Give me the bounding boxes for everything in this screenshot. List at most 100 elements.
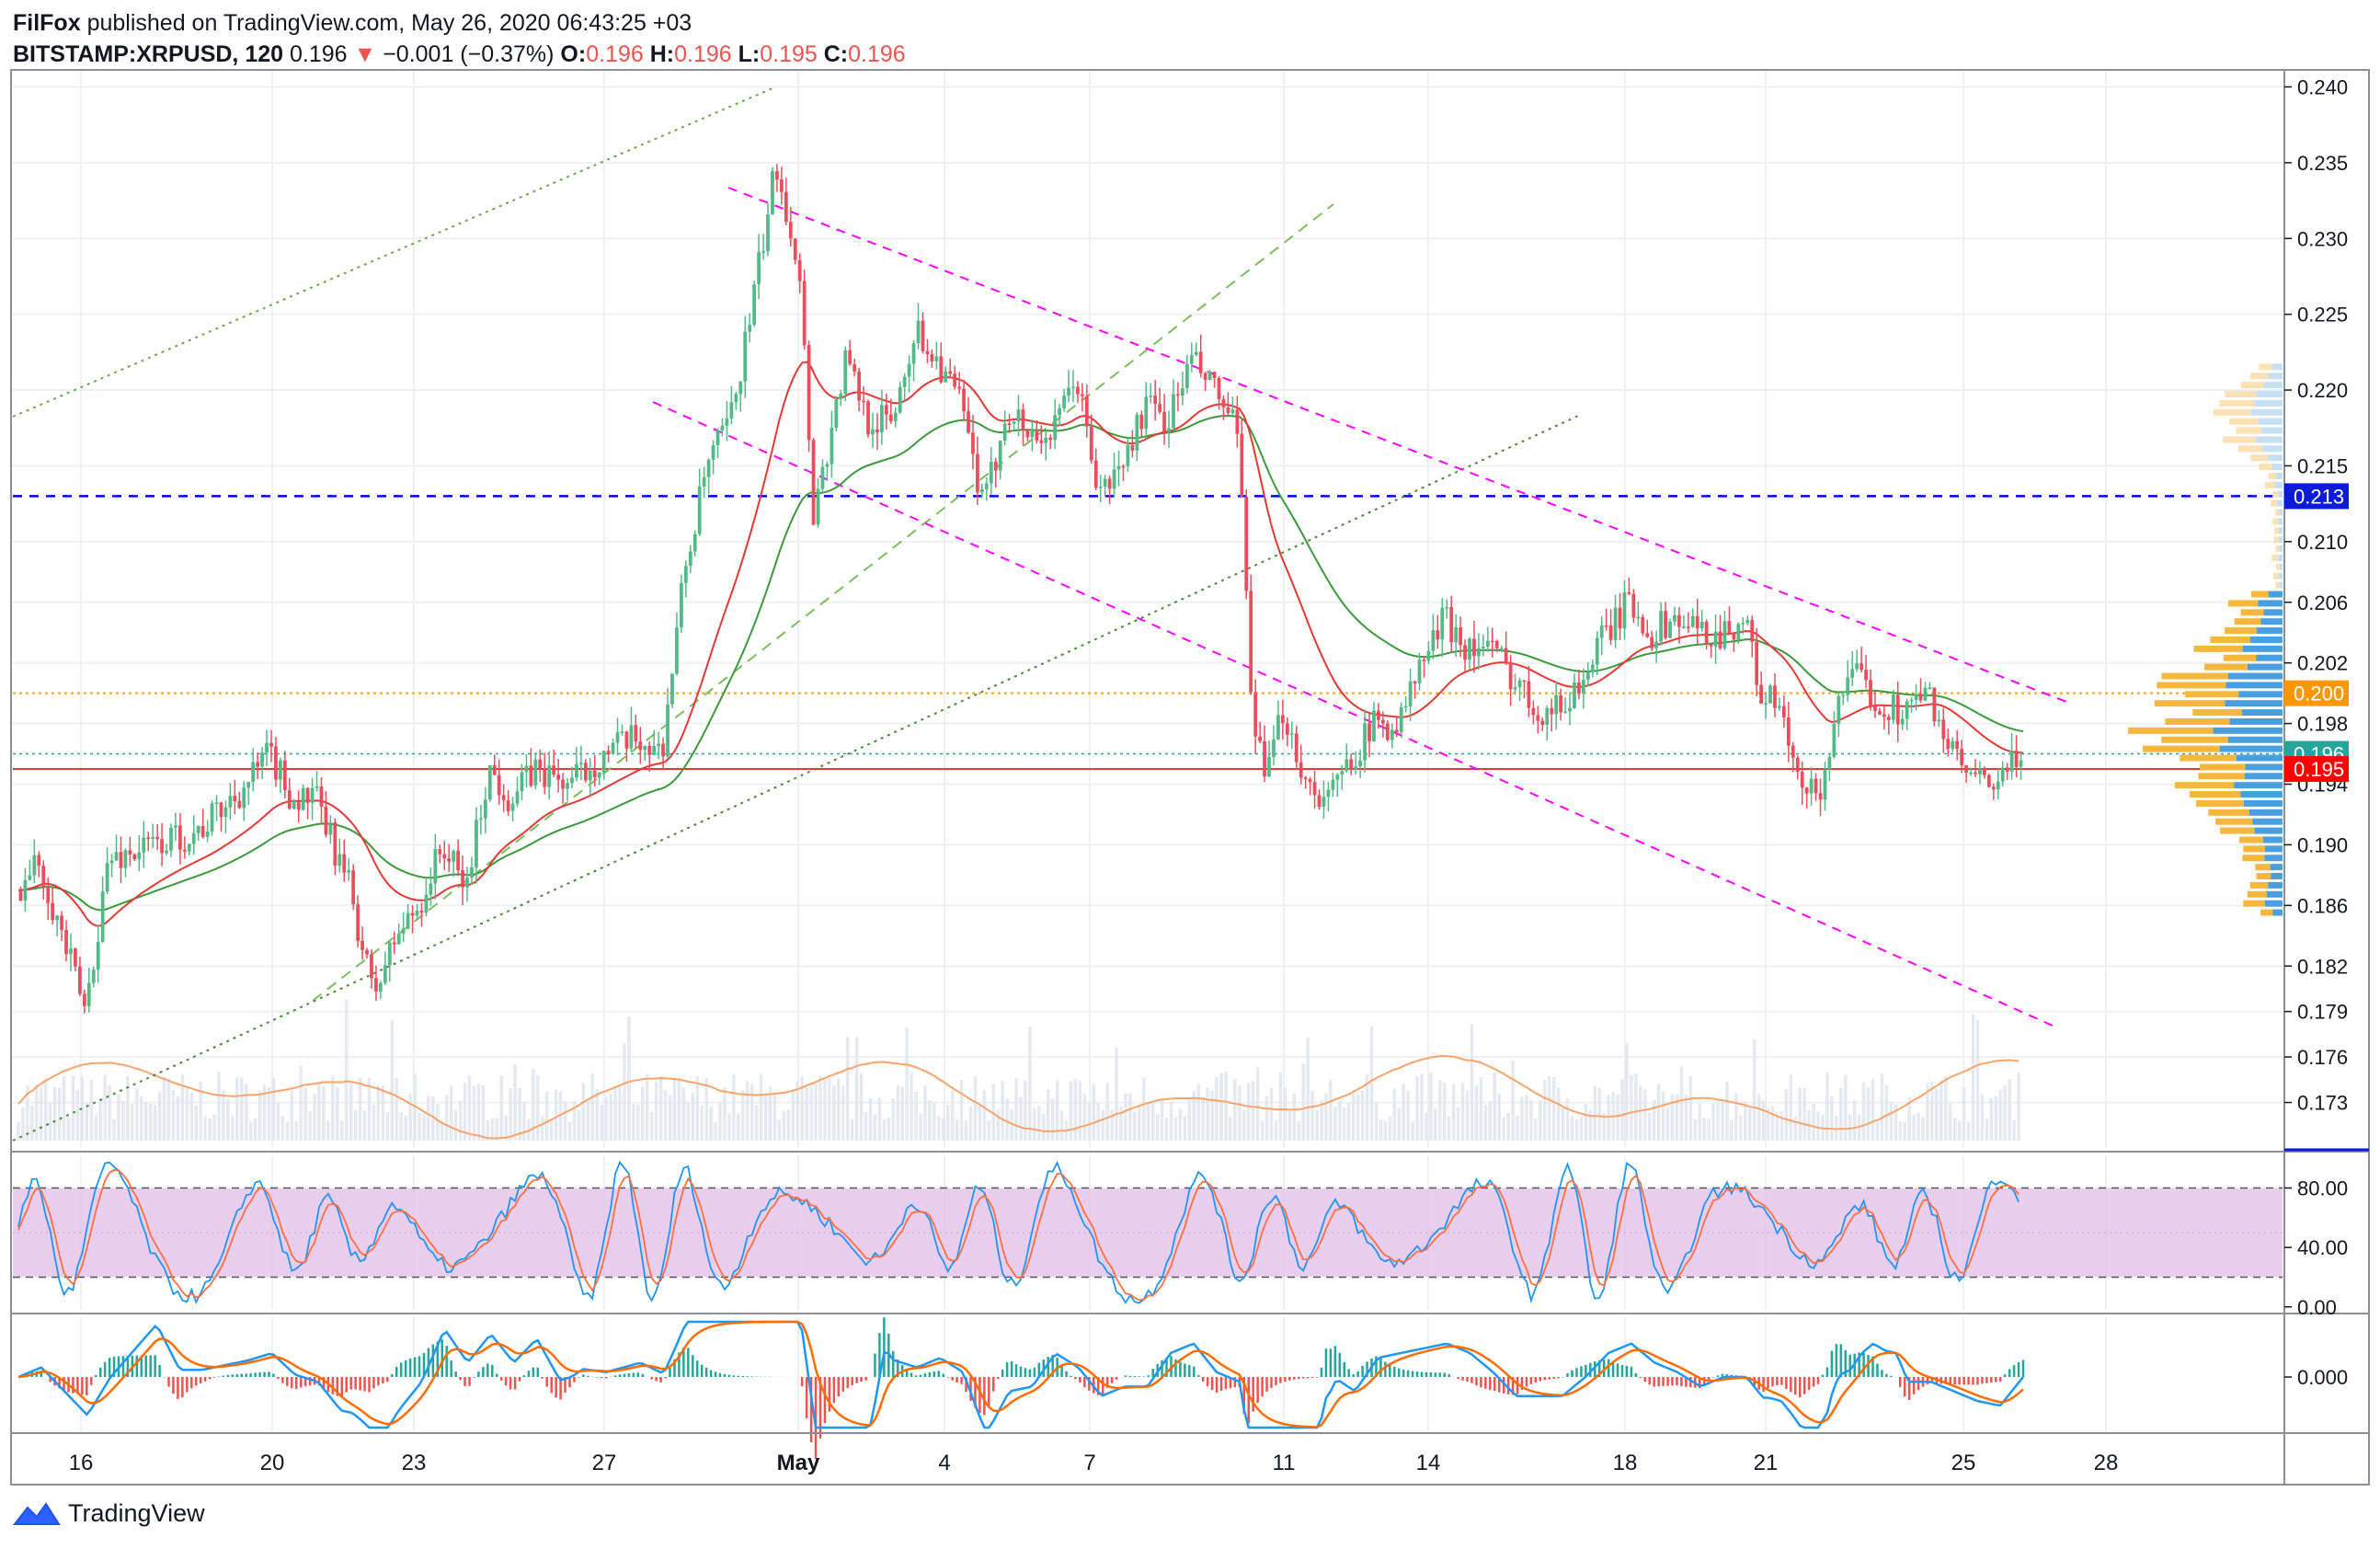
candle-body bbox=[1504, 648, 1508, 662]
profile-bar-down bbox=[2242, 709, 2283, 717]
candle-body bbox=[487, 765, 492, 800]
symbol-name[interactable]: BITSTAMP:XRPUSD, 120 bbox=[13, 41, 284, 67]
volume-bar bbox=[754, 1105, 759, 1141]
volume-bar bbox=[226, 1098, 230, 1141]
volume-bar bbox=[1420, 1073, 1424, 1141]
profile-bar-up bbox=[2259, 363, 2272, 371]
price-label: 0.195 bbox=[2294, 758, 2344, 781]
volume-bar bbox=[1584, 1104, 1588, 1141]
candle-body bbox=[1459, 627, 1462, 646]
time-axis[interactable]: 16 20 23 27 May 4 7 11 14 18 21 25 28 bbox=[69, 1451, 2119, 1475]
profile-bar-down bbox=[2258, 600, 2283, 607]
candle-body bbox=[1550, 707, 1554, 715]
macd-line bbox=[17, 1320, 2024, 1429]
volume-bar bbox=[57, 1087, 62, 1141]
candle-body bbox=[1814, 778, 1818, 794]
published-info: published on TradingView.com, May 26, 20… bbox=[86, 10, 692, 36]
y-tick-label: 0.225 bbox=[2297, 304, 2348, 327]
volume-bar bbox=[1543, 1080, 1547, 1141]
profile-bar-up bbox=[2225, 391, 2257, 397]
profile-bar-up bbox=[2272, 490, 2279, 498]
volume-bar bbox=[1875, 1121, 1880, 1141]
candle-body bbox=[588, 770, 592, 781]
y-tick-label: 0.230 bbox=[2297, 227, 2348, 250]
volume-bar bbox=[135, 1088, 139, 1141]
volume-bar bbox=[222, 1090, 225, 1141]
candle-body bbox=[1258, 736, 1262, 741]
candle-body bbox=[1522, 680, 1527, 683]
candle-body bbox=[1039, 440, 1044, 443]
candle-body bbox=[1226, 407, 1230, 414]
candle-body bbox=[1664, 611, 1667, 638]
volume-bar bbox=[280, 1116, 285, 1141]
candle-body bbox=[1093, 460, 1098, 488]
candle-body bbox=[1859, 663, 1863, 671]
close-value: 0.196 bbox=[848, 41, 906, 67]
volume-bar bbox=[1343, 1107, 1346, 1141]
volume-bar bbox=[80, 1075, 85, 1141]
profile-bar-up bbox=[2275, 545, 2280, 553]
profile-bar-up bbox=[2250, 454, 2269, 462]
volume-bar bbox=[1192, 1091, 1196, 1141]
candle-body bbox=[1727, 621, 1732, 634]
volume-bar bbox=[668, 1095, 672, 1141]
candle-body bbox=[1713, 631, 1718, 647]
volume-bar bbox=[686, 1102, 691, 1141]
candle-body bbox=[279, 760, 282, 780]
x-tick-label: 23 bbox=[402, 1451, 427, 1475]
candle-body bbox=[1103, 478, 1107, 487]
candle-body bbox=[1058, 407, 1061, 416]
volume-bar bbox=[1939, 1080, 1943, 1141]
volume-bar bbox=[422, 1113, 426, 1141]
volume-bar bbox=[1488, 1100, 1493, 1141]
candle-body bbox=[771, 170, 774, 215]
candle-body bbox=[1030, 430, 1035, 438]
candle-body bbox=[1978, 768, 1982, 774]
volume-bar bbox=[1985, 1119, 1989, 1141]
candle-body bbox=[1827, 756, 1832, 770]
candle-body bbox=[652, 746, 657, 755]
candle-body bbox=[1650, 637, 1654, 648]
volume-bar bbox=[140, 1096, 143, 1141]
candle-body bbox=[415, 911, 419, 916]
price-axis[interactable]: 0.240 0.235 0.230 0.225 0.220 0.215 0.210 0.206… bbox=[2284, 75, 2349, 1389]
volume-bar bbox=[1059, 1110, 1064, 1141]
chart-header: FilFox published on TradingView.com, May… bbox=[13, 7, 906, 70]
candle-body bbox=[556, 774, 560, 780]
author[interactable]: FilFox bbox=[13, 10, 81, 36]
candle-body bbox=[830, 428, 834, 465]
candle-body bbox=[1299, 762, 1303, 778]
x-tick-label: 4 bbox=[938, 1451, 950, 1475]
candle-body bbox=[624, 731, 629, 749]
candle-body bbox=[1508, 661, 1513, 690]
candle-body bbox=[1390, 729, 1394, 740]
candle-body bbox=[1590, 664, 1595, 672]
price-label-bg bbox=[2284, 756, 2349, 783]
candle-body bbox=[456, 850, 460, 871]
candle-body bbox=[1403, 706, 1408, 708]
volume-bar bbox=[1187, 1099, 1192, 1141]
candle-body bbox=[328, 822, 333, 835]
volume-bar bbox=[864, 1112, 868, 1141]
candle-body bbox=[1599, 625, 1604, 638]
profile-bar-up bbox=[2208, 809, 2249, 816]
volume-bar bbox=[1756, 1094, 1761, 1141]
tradingview-brand[interactable]: TradingView bbox=[68, 1499, 205, 1527]
candle-body bbox=[1668, 621, 1672, 638]
candle-body bbox=[647, 746, 652, 755]
candle-body bbox=[23, 879, 28, 901]
volume-bar bbox=[1301, 1063, 1305, 1141]
candle-body bbox=[406, 912, 410, 929]
profile-bar-down bbox=[2252, 818, 2283, 825]
volume-bar bbox=[21, 1107, 25, 1141]
volume-bar bbox=[718, 1102, 722, 1141]
candle-body bbox=[1946, 739, 1951, 750]
candle-body bbox=[109, 860, 114, 864]
down-arrow-icon: ▼ bbox=[353, 41, 377, 67]
volume-bar bbox=[1105, 1083, 1109, 1141]
profile-bar-down bbox=[2240, 791, 2283, 798]
candle-body bbox=[82, 993, 86, 1006]
candle-body bbox=[1741, 623, 1745, 625]
volume-bar bbox=[2003, 1085, 2007, 1141]
